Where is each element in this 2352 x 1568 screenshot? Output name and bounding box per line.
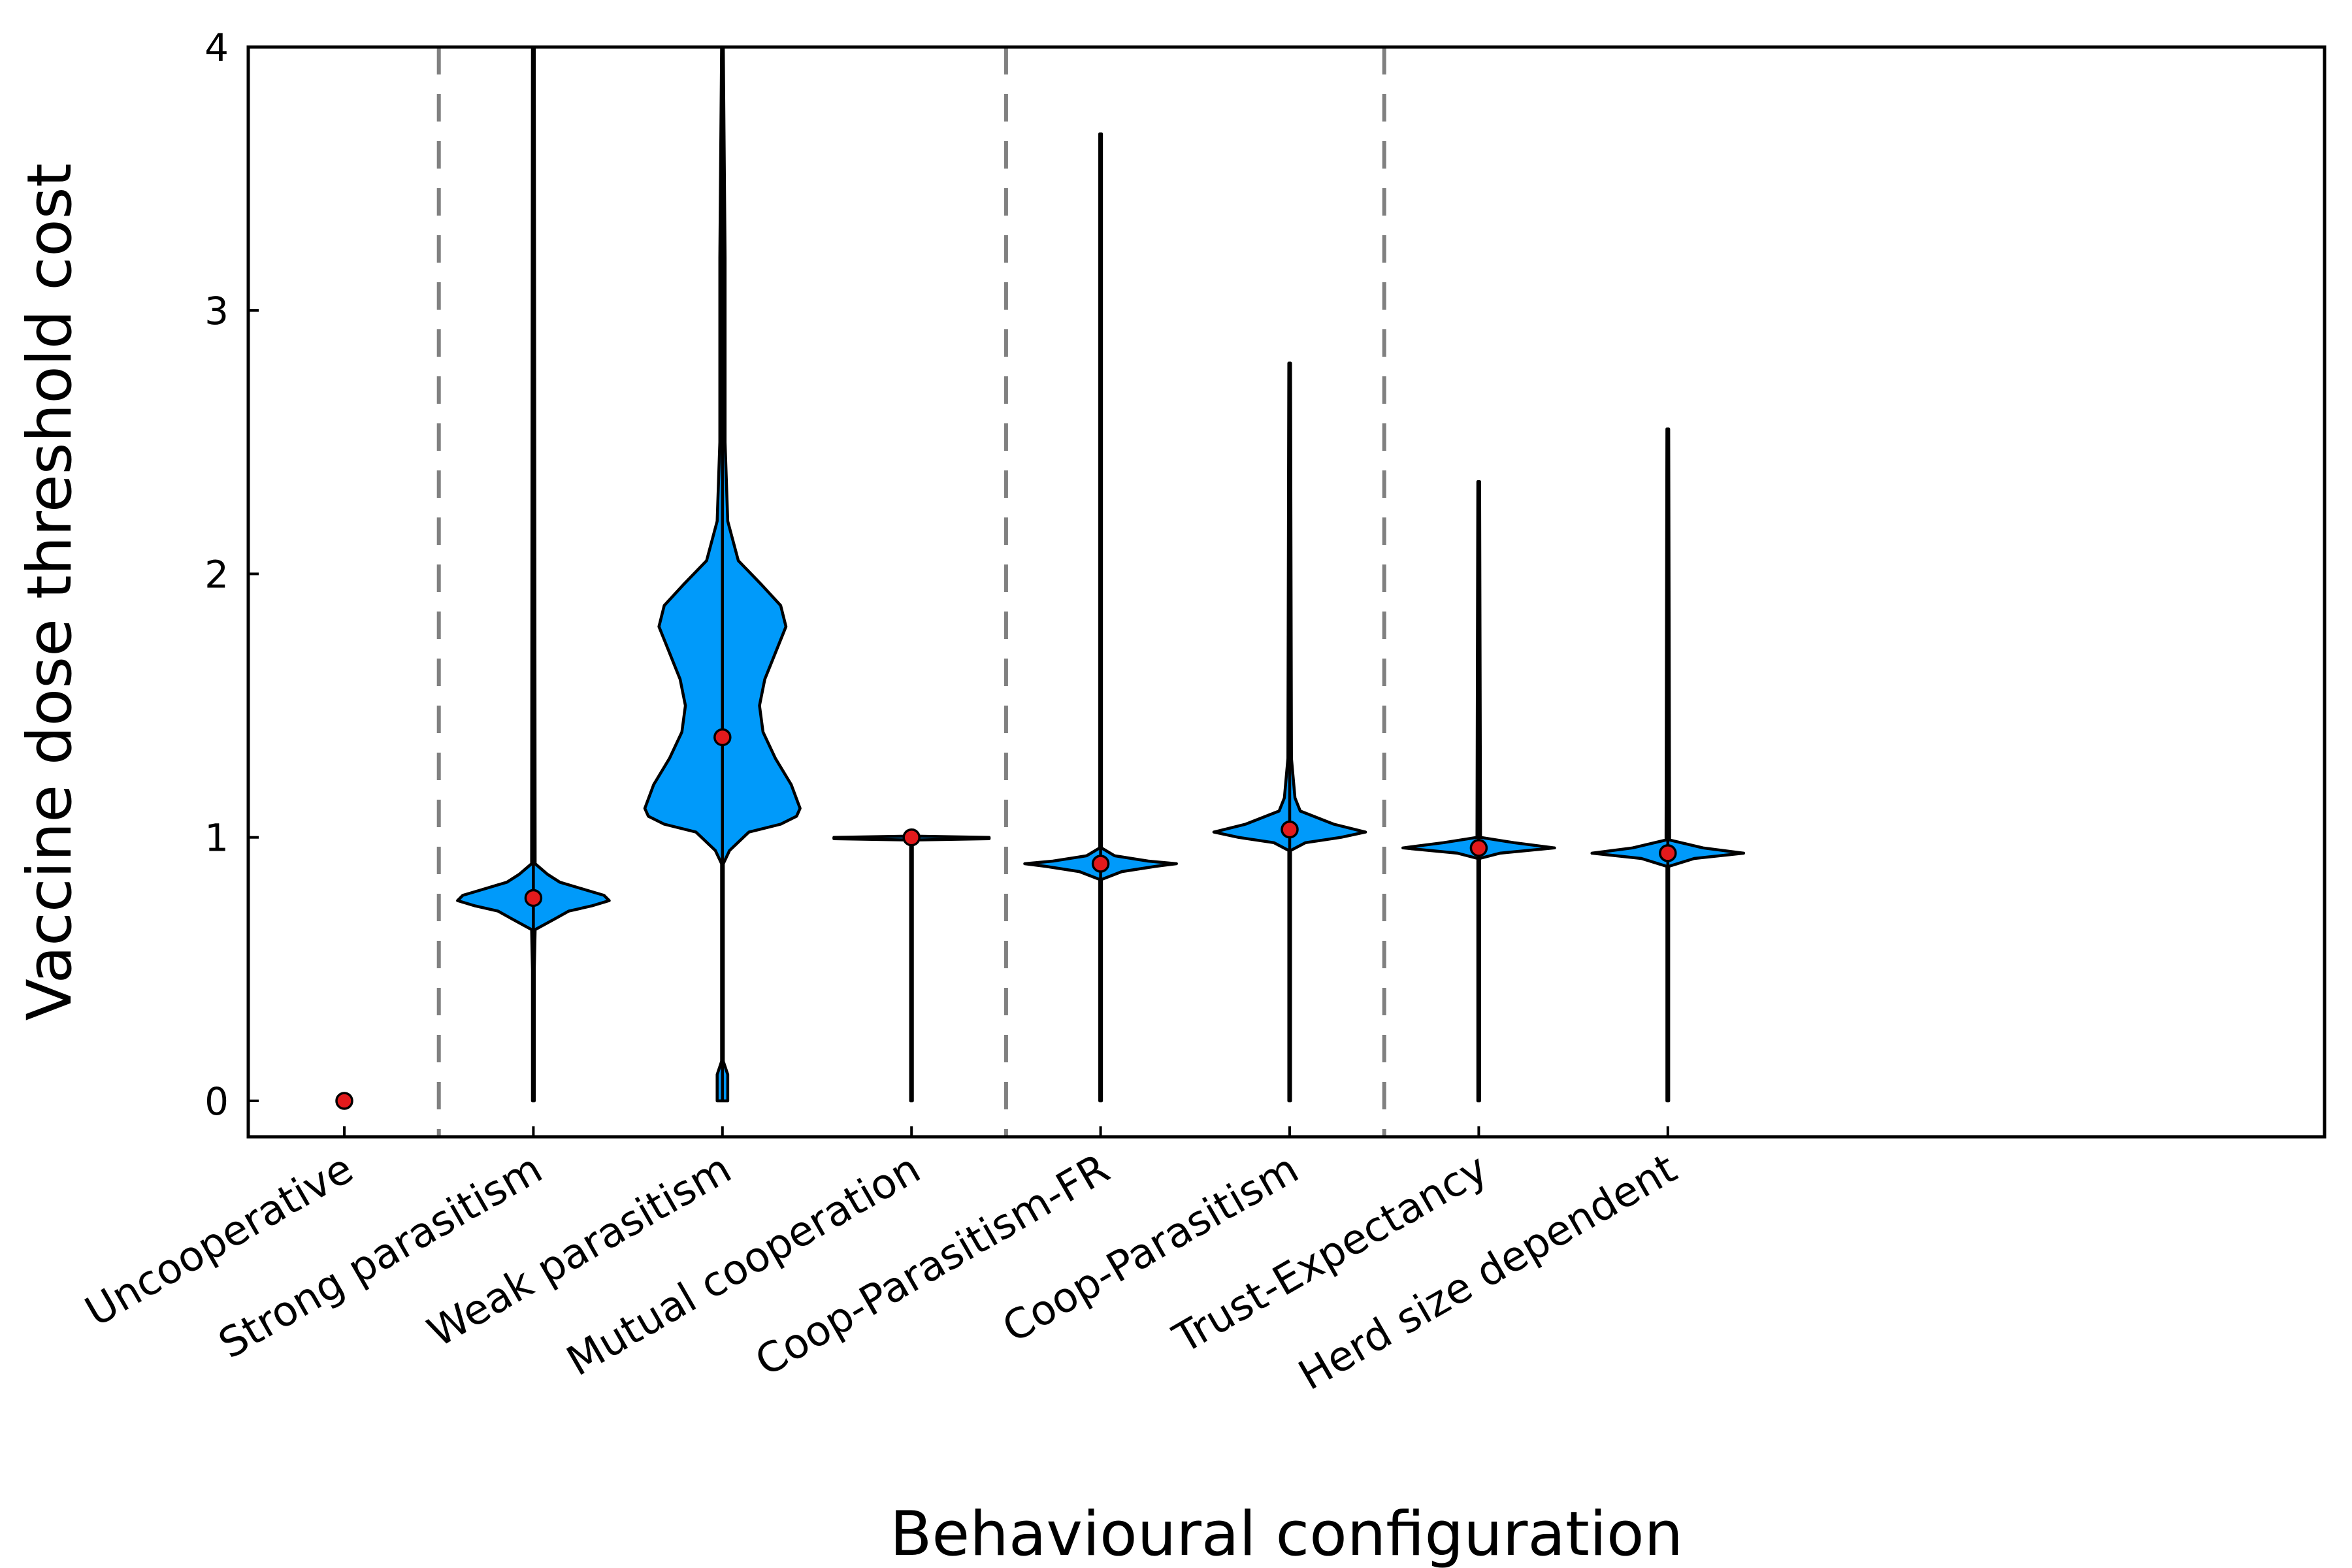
y-tick-label: 4: [204, 25, 229, 70]
mean-marker-herd-size-dependent: [1659, 844, 1677, 862]
violin-series: [456, 45, 1746, 1103]
mean-marker-mutual-cooperation: [902, 828, 921, 847]
y-axis-title: Vaccine dose threshold cost: [14, 163, 86, 1021]
group-separators: [436, 47, 1386, 1137]
x-tick-label: Strong parasitism: [211, 1145, 550, 1368]
y-axis: 0 1 2 3 4: [204, 25, 259, 1124]
plot-frame: [246, 45, 2327, 1139]
y-tick-label: 3: [204, 289, 229, 333]
mean-marker-uncooperative: [335, 1092, 353, 1110]
x-tick-label: Weak parasitism: [419, 1145, 739, 1356]
mean-marker-weak-parasitism: [713, 728, 732, 747]
mean-marker-trust-expectancy: [1469, 839, 1488, 857]
mean-marker-coop-parasitism-fr: [1091, 855, 1110, 873]
mean-marker-coop-parasitism: [1281, 820, 1299, 839]
x-axis-title: Behavioural configuration: [890, 1499, 1683, 1568]
x-tick-label: Mutual cooperation: [559, 1145, 928, 1386]
x-tick-label: Trust-Expectancy: [1165, 1145, 1495, 1363]
y-tick-label: 0: [204, 1079, 229, 1124]
mean-markers: [335, 728, 1677, 1110]
y-tick-label: 1: [204, 816, 229, 860]
y-tick-label: 2: [204, 552, 229, 596]
mean-marker-strong-parasitism: [524, 889, 543, 907]
x-tick-label: Coop-Parasitism-FR: [747, 1145, 1117, 1386]
